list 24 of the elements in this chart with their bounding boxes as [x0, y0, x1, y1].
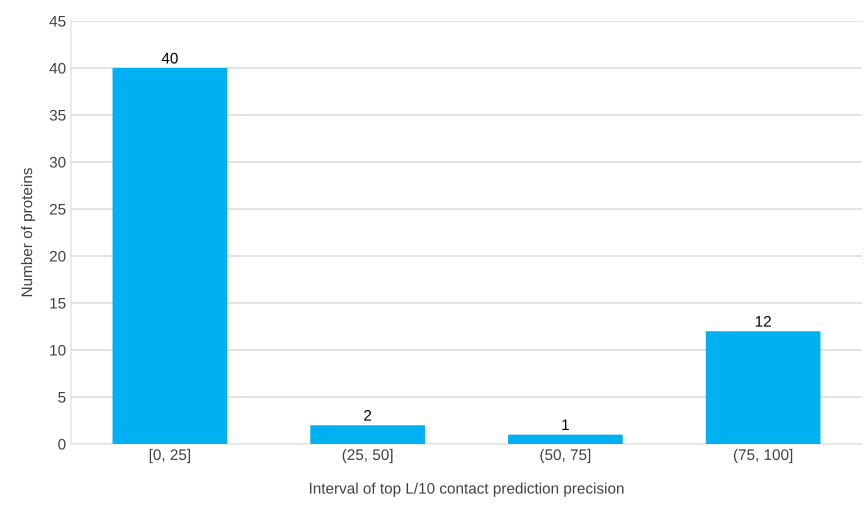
x-tick-label: (75, 100]: [734, 448, 792, 464]
x-tick-label: (25, 50]: [342, 448, 392, 464]
y-tick-label: 45: [50, 16, 66, 27]
bar: [706, 331, 820, 444]
y-tick-label: 10: [50, 344, 66, 356]
y-tick-label: 20: [50, 250, 66, 262]
x-tick-label: (50, 75]: [540, 448, 590, 464]
y-tick-label: 0: [58, 438, 66, 450]
data-label: 1: [562, 420, 569, 430]
x-axis-title: Interval of top L/10 contact prediction precision: [310, 482, 624, 497]
data-label: 12: [756, 316, 771, 327]
bar: [508, 434, 623, 444]
x-tick-label: [0, 25]: [150, 448, 190, 464]
y-tick-label: 15: [50, 298, 66, 309]
y-tick-label: 5: [58, 392, 66, 403]
y-axis-title: Number of proteins: [21, 168, 36, 296]
y-tick-label: 40: [50, 62, 66, 74]
y-tick-label: 30: [50, 156, 66, 168]
data-label: 2: [364, 410, 372, 421]
y-tick-label: 25: [50, 204, 66, 215]
bar: [112, 68, 228, 444]
y-tick-label: 35: [50, 110, 66, 121]
data-label: 40: [162, 52, 178, 64]
bar: [310, 425, 425, 444]
